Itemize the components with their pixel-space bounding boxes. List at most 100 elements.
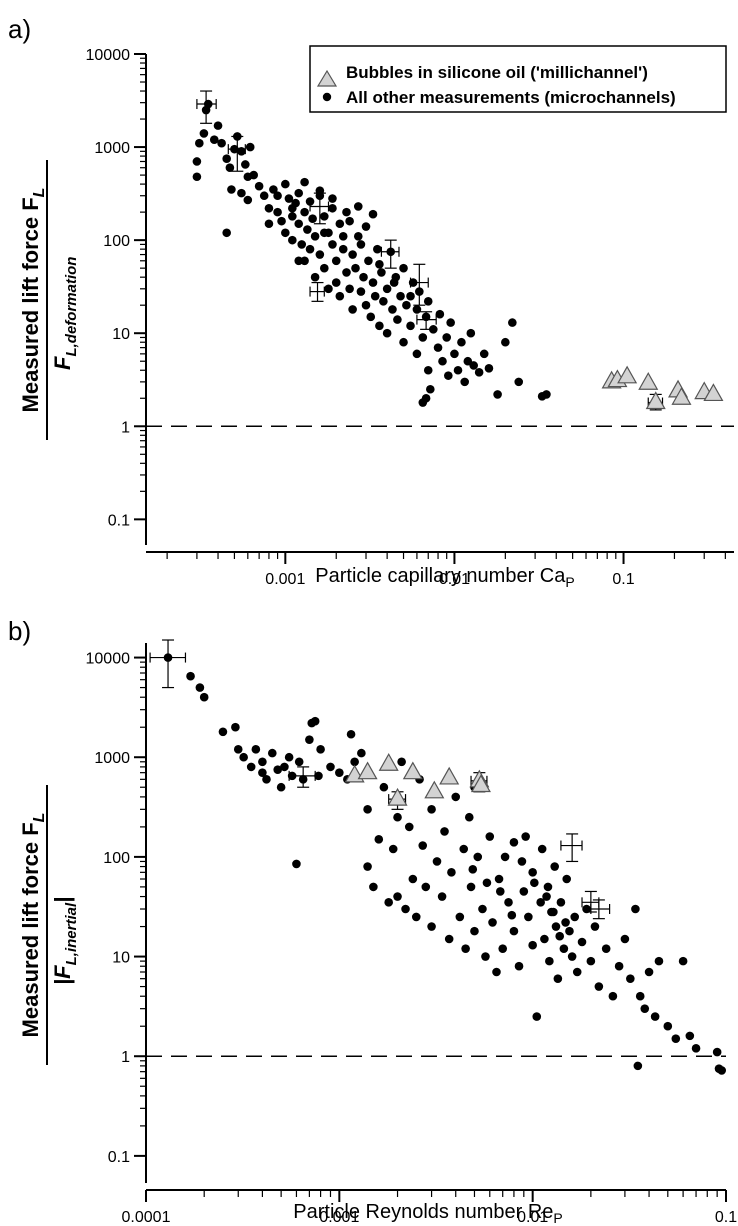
panel-a-point-circle: [466, 328, 476, 338]
panel-b-point-circle: [498, 944, 508, 953]
panel-a-point-circle: [377, 268, 386, 277]
panel-b-point-circle: [543, 882, 553, 892]
panel-a-point-circle: [426, 384, 435, 394]
panel-b-point-circle: [444, 934, 454, 944]
panel-a-point-circle: [342, 268, 351, 277]
panel-a-point-circle: [241, 160, 250, 169]
panel-a-point-circle: [338, 244, 348, 254]
panel-b-point-circle: [421, 882, 431, 892]
panel-a-point-circle: [319, 212, 329, 221]
panel-b-point-circle: [470, 926, 479, 936]
panel-a-point-circle: [300, 207, 309, 217]
panel-b-point-circle: [455, 912, 465, 922]
panel-a-point-circle: [342, 207, 351, 217]
panel-a-point-circle: [348, 305, 357, 314]
panel-b-point-circle: [397, 757, 406, 767]
panel-a-point-circle: [479, 349, 489, 359]
panel-b-axes: 0.1 1 10 100 1000 10000 0.0001 0.001 0.01 0.1: [86, 643, 737, 1226]
panel-a-point-circle: [222, 154, 231, 163]
panel-b-point-circle: [545, 956, 554, 966]
panel-b-point-circle: [437, 892, 447, 901]
panel-b-point-circle: [519, 887, 529, 896]
panel-a-point-circle: [319, 263, 329, 273]
panel-b-point-circle: [411, 912, 421, 922]
panel-a-point-circle: [366, 312, 376, 322]
panel-b-point-circle: [374, 835, 384, 844]
panel-b-point-circle: [379, 782, 389, 792]
panel-b-point-circle: [459, 844, 469, 854]
panel-b-point-circle: [572, 967, 582, 977]
panel-a-point-circle: [225, 163, 235, 173]
panel-b-point-circle: [488, 918, 497, 927]
panel-b-marks: [149, 639, 726, 1075]
panel-b-point-circle: [251, 745, 261, 754]
panel-a-point-circle: [319, 228, 329, 238]
panel-a-point-circle: [379, 297, 388, 306]
panel-b-point-circle: [640, 1004, 650, 1013]
panel-a-xlabel: Particle capillary number CaP: [315, 565, 574, 590]
panel-a-point-circle: [433, 343, 443, 352]
panel-a-point-circle: [406, 291, 415, 301]
panel-a-point-circle: [382, 284, 392, 294]
panel-a-point-circle: [375, 260, 384, 269]
panel-b-point-circle: [326, 762, 335, 772]
panel-b-point-circle: [537, 844, 547, 854]
panel-a-point-circle: [444, 371, 453, 380]
panel-b-point-circle: [393, 812, 402, 822]
panel-b-point-triangle: [402, 761, 423, 780]
panel-b-point-circle: [404, 822, 414, 832]
panel-a-point-circle: [192, 157, 202, 166]
panel-a-point-circle: [338, 231, 348, 241]
panel-b-point-circle: [369, 882, 378, 892]
panel-b-point-circle: [644, 967, 654, 977]
panel-a-ylabel-denominator: FL,deformation: [50, 257, 80, 370]
panel-b-point-circle: [346, 729, 356, 739]
panel-b-point-circle: [432, 857, 442, 866]
panel-b-error-bar: [590, 899, 611, 920]
panel-a-point-triangle: [617, 365, 638, 384]
panel-b-y-tick-label: 1000: [94, 750, 130, 767]
panel-b-point-circle: [427, 922, 436, 931]
panel-b-point-circle: [276, 782, 286, 792]
panel-b-point-triangle: [424, 780, 445, 799]
panel-a-point-circle: [294, 188, 304, 198]
panel-b-x-tick-label: 0.0001: [122, 1209, 171, 1226]
panel-b-point-circle: [280, 762, 289, 772]
panel-b-y-tick-label: 10: [112, 950, 130, 967]
panel-a-marks: [192, 90, 724, 411]
panel-a-point-circle: [442, 333, 451, 342]
panel-b-point-circle: [562, 874, 572, 884]
panel-a-point-circle: [254, 181, 264, 191]
panel-a-point-circle: [335, 291, 345, 301]
panel-b-point-circle: [310, 716, 320, 726]
panel-a-point-circle: [396, 291, 405, 301]
panel-a-point-circle: [446, 318, 455, 327]
panel-b-point-circle: [626, 974, 635, 983]
legend-label-microchannels: All other measurements (microchannels): [346, 88, 676, 107]
panel-b-error-bar: [560, 833, 583, 863]
panel-b-point-circle: [384, 898, 393, 907]
panel-b-point-circle: [565, 926, 574, 936]
panel-b-point-circle: [540, 934, 549, 944]
panel-a-point-circle: [368, 278, 378, 287]
panel-b-point-circle: [586, 956, 596, 966]
panel-a-error-bar: [416, 311, 437, 330]
panel-a-point-circle: [331, 278, 341, 287]
panel-a-point-circle: [474, 368, 484, 377]
panel-a-point-circle: [281, 179, 290, 189]
panel-b-point-circle: [524, 912, 533, 922]
panel-a-point-circle: [328, 194, 337, 203]
panel-a-point-circle: [305, 244, 315, 254]
panel-b-point-circle: [492, 967, 501, 977]
panel-a-point-circle: [493, 390, 502, 399]
panel-a-point-circle: [356, 240, 366, 249]
panel-b-point-circle: [495, 887, 505, 896]
panel-b-point-circle: [633, 1061, 643, 1071]
panel-a-point-circle: [294, 219, 304, 229]
panel-b-point-circle: [549, 907, 558, 917]
panel-a-point-circle: [195, 138, 204, 148]
panel-a-y-tick-label: 10: [112, 326, 130, 343]
panel-a-point-circle: [423, 297, 433, 306]
panel-a-point-circle: [345, 284, 354, 294]
